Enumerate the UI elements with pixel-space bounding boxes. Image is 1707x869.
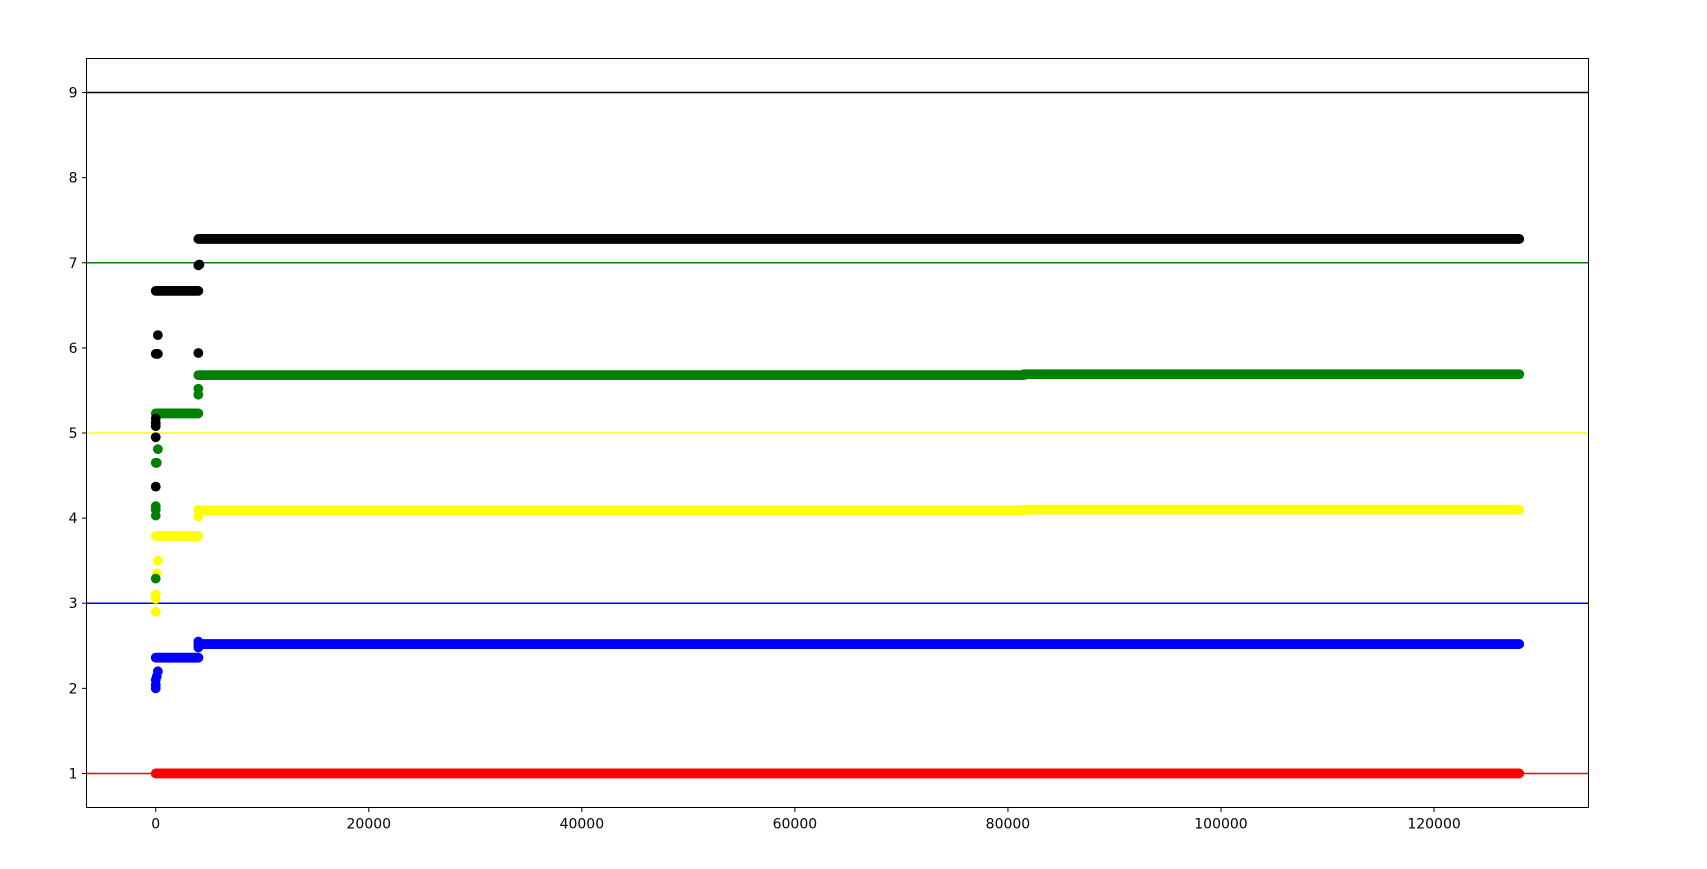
x-axis: 0 20000 40000 60000 80000 100000 120000 bbox=[151, 807, 1461, 833]
series-4 bbox=[150, 369, 1525, 584]
series-5 bbox=[150, 234, 1525, 492]
y-tick-label-5: 5 bbox=[69, 426, 78, 442]
series-3-point-5 bbox=[152, 555, 163, 566]
series-2 bbox=[150, 636, 1525, 694]
series-3-point-6 bbox=[193, 511, 204, 522]
x-tick-label-7: 120000 bbox=[1407, 817, 1460, 833]
series-4-point-9 bbox=[193, 383, 204, 394]
series-4-point-4 bbox=[150, 501, 161, 512]
series-2-point-6 bbox=[193, 652, 204, 663]
series-3-point-3 bbox=[150, 589, 161, 600]
series-5-point-2 bbox=[150, 432, 161, 443]
x-tick-label-5: 80000 bbox=[986, 817, 1031, 833]
y-tick-label-8: 8 bbox=[69, 171, 78, 187]
x-tick-label-3: 40000 bbox=[560, 817, 605, 833]
y-axis: 1 2 3 4 5 6 7 8 9 bbox=[69, 86, 87, 782]
series-5-point-8 bbox=[152, 348, 163, 359]
series-5-point-10 bbox=[193, 348, 204, 358]
y-tick-label-1: 1 bbox=[69, 766, 78, 782]
series-5-point-1 bbox=[150, 481, 161, 492]
series-4-point-6 bbox=[151, 457, 162, 468]
y-tick-label-6: 6 bbox=[69, 341, 78, 357]
x-tick-label-2: 20000 bbox=[347, 817, 392, 833]
series-4-point-7 bbox=[152, 444, 163, 455]
x-tick-label-1: 0 bbox=[151, 817, 160, 833]
series-3-point-7 bbox=[193, 504, 204, 515]
y-tick-label-9: 9 bbox=[69, 86, 78, 102]
y-tick-label-7: 7 bbox=[69, 256, 78, 272]
series-3-point-1 bbox=[150, 606, 161, 617]
y-tick-label-2: 2 bbox=[69, 681, 78, 697]
data-points bbox=[150, 234, 1525, 779]
y-tick-label-3: 3 bbox=[69, 596, 78, 612]
x-tick-label-4: 60000 bbox=[773, 817, 818, 833]
x-tick-label-6: 100000 bbox=[1194, 817, 1247, 833]
series-5-point-12 bbox=[194, 259, 205, 270]
series-3 bbox=[150, 504, 1525, 617]
series-4-point-1 bbox=[150, 573, 161, 584]
series-5-point-9 bbox=[152, 330, 163, 341]
series-5-point-5 bbox=[150, 413, 161, 424]
y-tick-label-4: 4 bbox=[69, 511, 78, 527]
series-2-point-5 bbox=[152, 666, 163, 677]
series-2-point-8 bbox=[193, 636, 204, 647]
